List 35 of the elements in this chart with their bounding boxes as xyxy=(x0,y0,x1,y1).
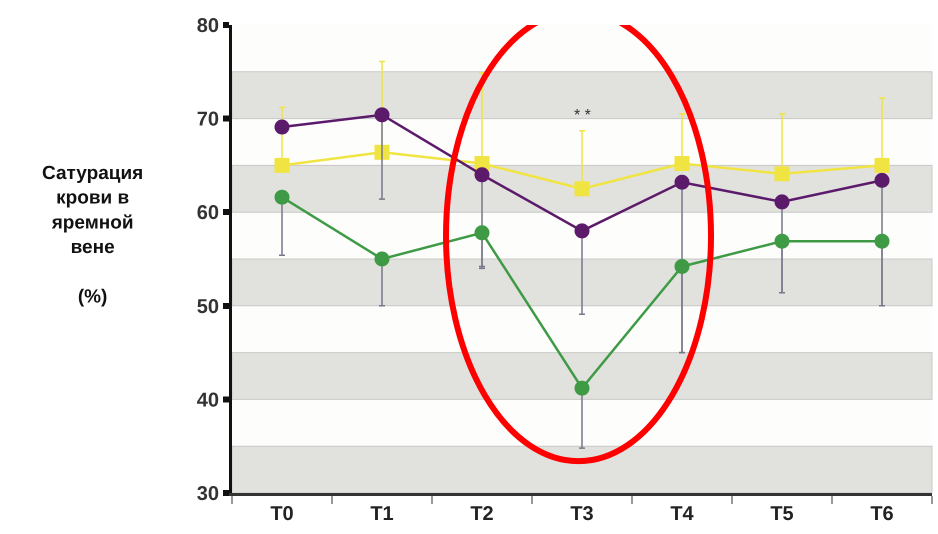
point xyxy=(874,172,890,188)
point xyxy=(774,194,790,210)
point xyxy=(274,120,290,135)
x-tick-label: T3 xyxy=(570,503,594,525)
point xyxy=(874,158,890,173)
point xyxy=(674,156,690,172)
point xyxy=(574,223,590,238)
point xyxy=(274,190,290,205)
point xyxy=(874,234,890,249)
x-tick-label: T4 xyxy=(670,503,695,525)
text: Сатурация крови в яремной вене (%) xyxy=(42,163,144,308)
point xyxy=(574,181,590,196)
x-tick-label: T6 xyxy=(870,503,894,525)
point xyxy=(774,234,790,249)
point xyxy=(374,144,390,160)
x-tick-label: T5 xyxy=(770,503,794,525)
point xyxy=(674,258,690,274)
x-tick-label: T0 xyxy=(270,503,294,525)
y-tick-label: 80 xyxy=(196,15,219,37)
point xyxy=(574,380,590,396)
x-tick-label: T2 xyxy=(470,503,494,525)
point xyxy=(474,167,490,182)
point xyxy=(274,158,290,173)
y-tick-label: 60 xyxy=(196,202,219,224)
point xyxy=(674,174,690,190)
point xyxy=(374,252,390,266)
point xyxy=(774,166,790,182)
y-tick-label: 40 xyxy=(196,389,219,412)
annotation: * * xyxy=(574,107,591,124)
y-tick-label: 70 xyxy=(196,108,219,131)
point xyxy=(374,107,390,122)
y-tick-label: 50 xyxy=(196,296,219,318)
point xyxy=(474,225,490,240)
x-tick-label: T1 xyxy=(370,503,394,525)
y-tick-label: 30 xyxy=(196,483,219,505)
